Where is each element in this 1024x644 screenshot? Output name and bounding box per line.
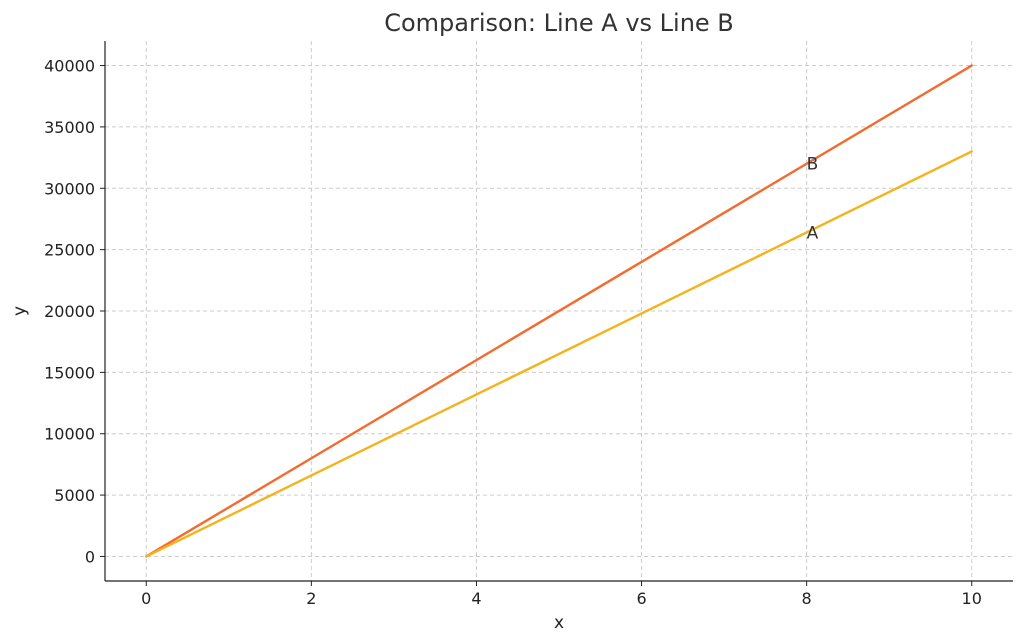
- grid-layer: [105, 41, 1013, 581]
- y-tick-label: 30000: [44, 179, 95, 198]
- chart-title: Comparison: Line A vs Line B: [384, 9, 734, 37]
- series-line-b: [145, 64, 973, 558]
- y-tick-label: 15000: [44, 363, 95, 382]
- y-tick-label: 20000: [44, 302, 95, 321]
- x-tick-label: 0: [141, 589, 151, 608]
- axes-layer: 0 2 4 6 8 10 0 5000 10000 15000 20000 25000 30000 350…: [44, 41, 1013, 608]
- y-axis-label: y: [10, 306, 30, 316]
- annotation-layer: BA: [807, 155, 819, 244]
- series-line-a: [145, 150, 973, 558]
- y-tick-label: 35000: [44, 118, 95, 137]
- x-tick-label: 10: [962, 589, 982, 608]
- y-tick-label: 25000: [44, 241, 95, 260]
- y-tick-label: 5000: [54, 486, 95, 505]
- annotation-b: B: [807, 155, 819, 175]
- x-tick-label: 8: [802, 589, 812, 608]
- x-tick-label: 4: [471, 589, 481, 608]
- x-tick-label: 6: [636, 589, 646, 608]
- x-tick-label: 2: [306, 589, 316, 608]
- y-tick-label: 10000: [44, 425, 95, 444]
- x-axis-label: x: [554, 613, 564, 633]
- series-layer: [145, 64, 973, 558]
- annotation-a: A: [807, 223, 819, 243]
- y-tick-label: 0: [85, 547, 95, 566]
- y-tick-label: 40000: [44, 57, 95, 76]
